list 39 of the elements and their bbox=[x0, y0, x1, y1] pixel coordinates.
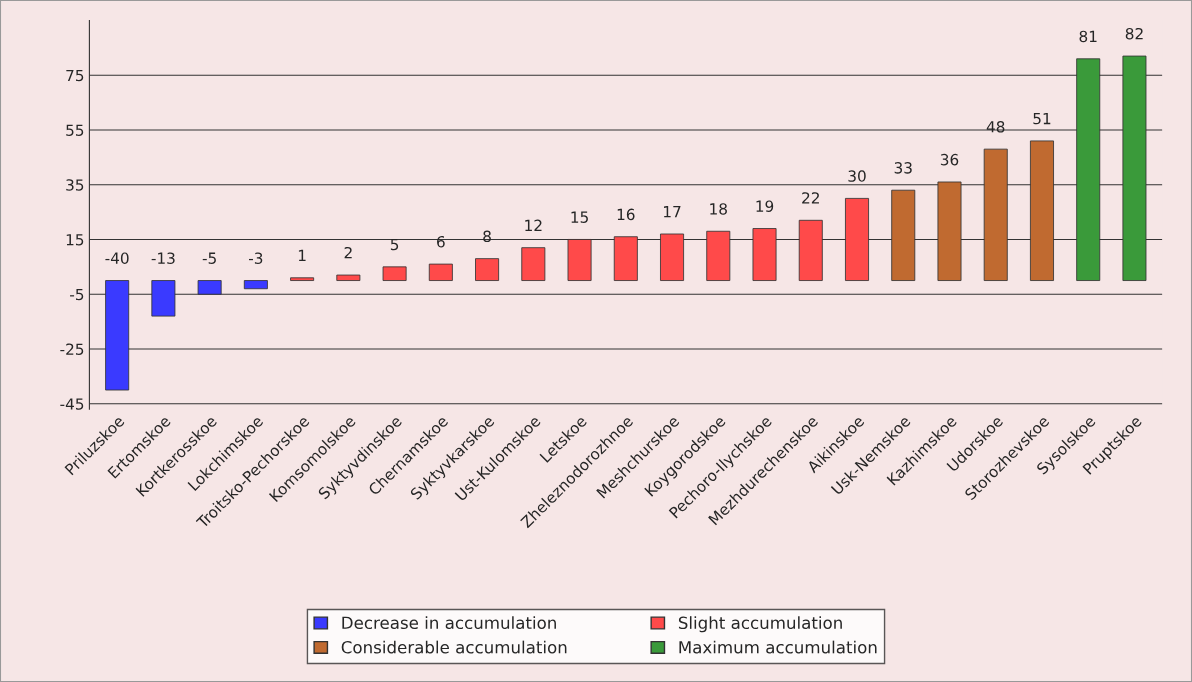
y-tick-label: 35 bbox=[66, 179, 84, 191]
bar bbox=[336, 274, 361, 281]
data-label: 51 bbox=[1033, 112, 1051, 125]
data-label: 82 bbox=[1125, 27, 1143, 40]
data-label: -40 bbox=[105, 252, 129, 264]
data-label: 16 bbox=[617, 208, 635, 221]
data-label: 1 bbox=[298, 249, 306, 262]
data-label: 48 bbox=[986, 121, 1005, 133]
data-label: 81 bbox=[1079, 30, 1097, 43]
y-tick-label: -25 bbox=[60, 343, 84, 355]
data-label: 22 bbox=[802, 192, 819, 204]
bar bbox=[475, 258, 500, 281]
bar bbox=[382, 266, 407, 281]
y-tick-label: 55 bbox=[66, 124, 84, 136]
legend-label: Maximum accumulation bbox=[679, 640, 877, 654]
legend-label: Slight accumulation bbox=[678, 616, 842, 633]
bar bbox=[243, 280, 268, 290]
data-label: 12 bbox=[525, 219, 542, 231]
data-label: 18 bbox=[710, 203, 727, 215]
y-tick-label: 75 bbox=[66, 69, 84, 82]
bar bbox=[521, 247, 546, 281]
bar bbox=[428, 263, 453, 281]
data-label: 30 bbox=[848, 170, 866, 182]
data-label: 5 bbox=[390, 238, 399, 251]
data-label: 17 bbox=[664, 206, 681, 218]
data-label: 19 bbox=[756, 200, 774, 212]
data-label: -3 bbox=[249, 252, 263, 264]
legend-label: Considerable accumulation bbox=[341, 640, 567, 654]
data-label: 15 bbox=[571, 211, 588, 223]
data-label: 2 bbox=[344, 246, 352, 259]
data-label: -13 bbox=[151, 252, 175, 264]
y-tick-label: 15 bbox=[66, 234, 84, 246]
y-tick-label: -5 bbox=[70, 288, 84, 301]
data-label: 36 bbox=[940, 153, 959, 166]
legend-label: Decrease in accumulation bbox=[342, 616, 556, 630]
bar bbox=[290, 277, 315, 281]
data-label: 33 bbox=[894, 162, 912, 174]
data-label: -5 bbox=[202, 252, 216, 264]
y-tick-label: -45 bbox=[60, 398, 84, 410]
